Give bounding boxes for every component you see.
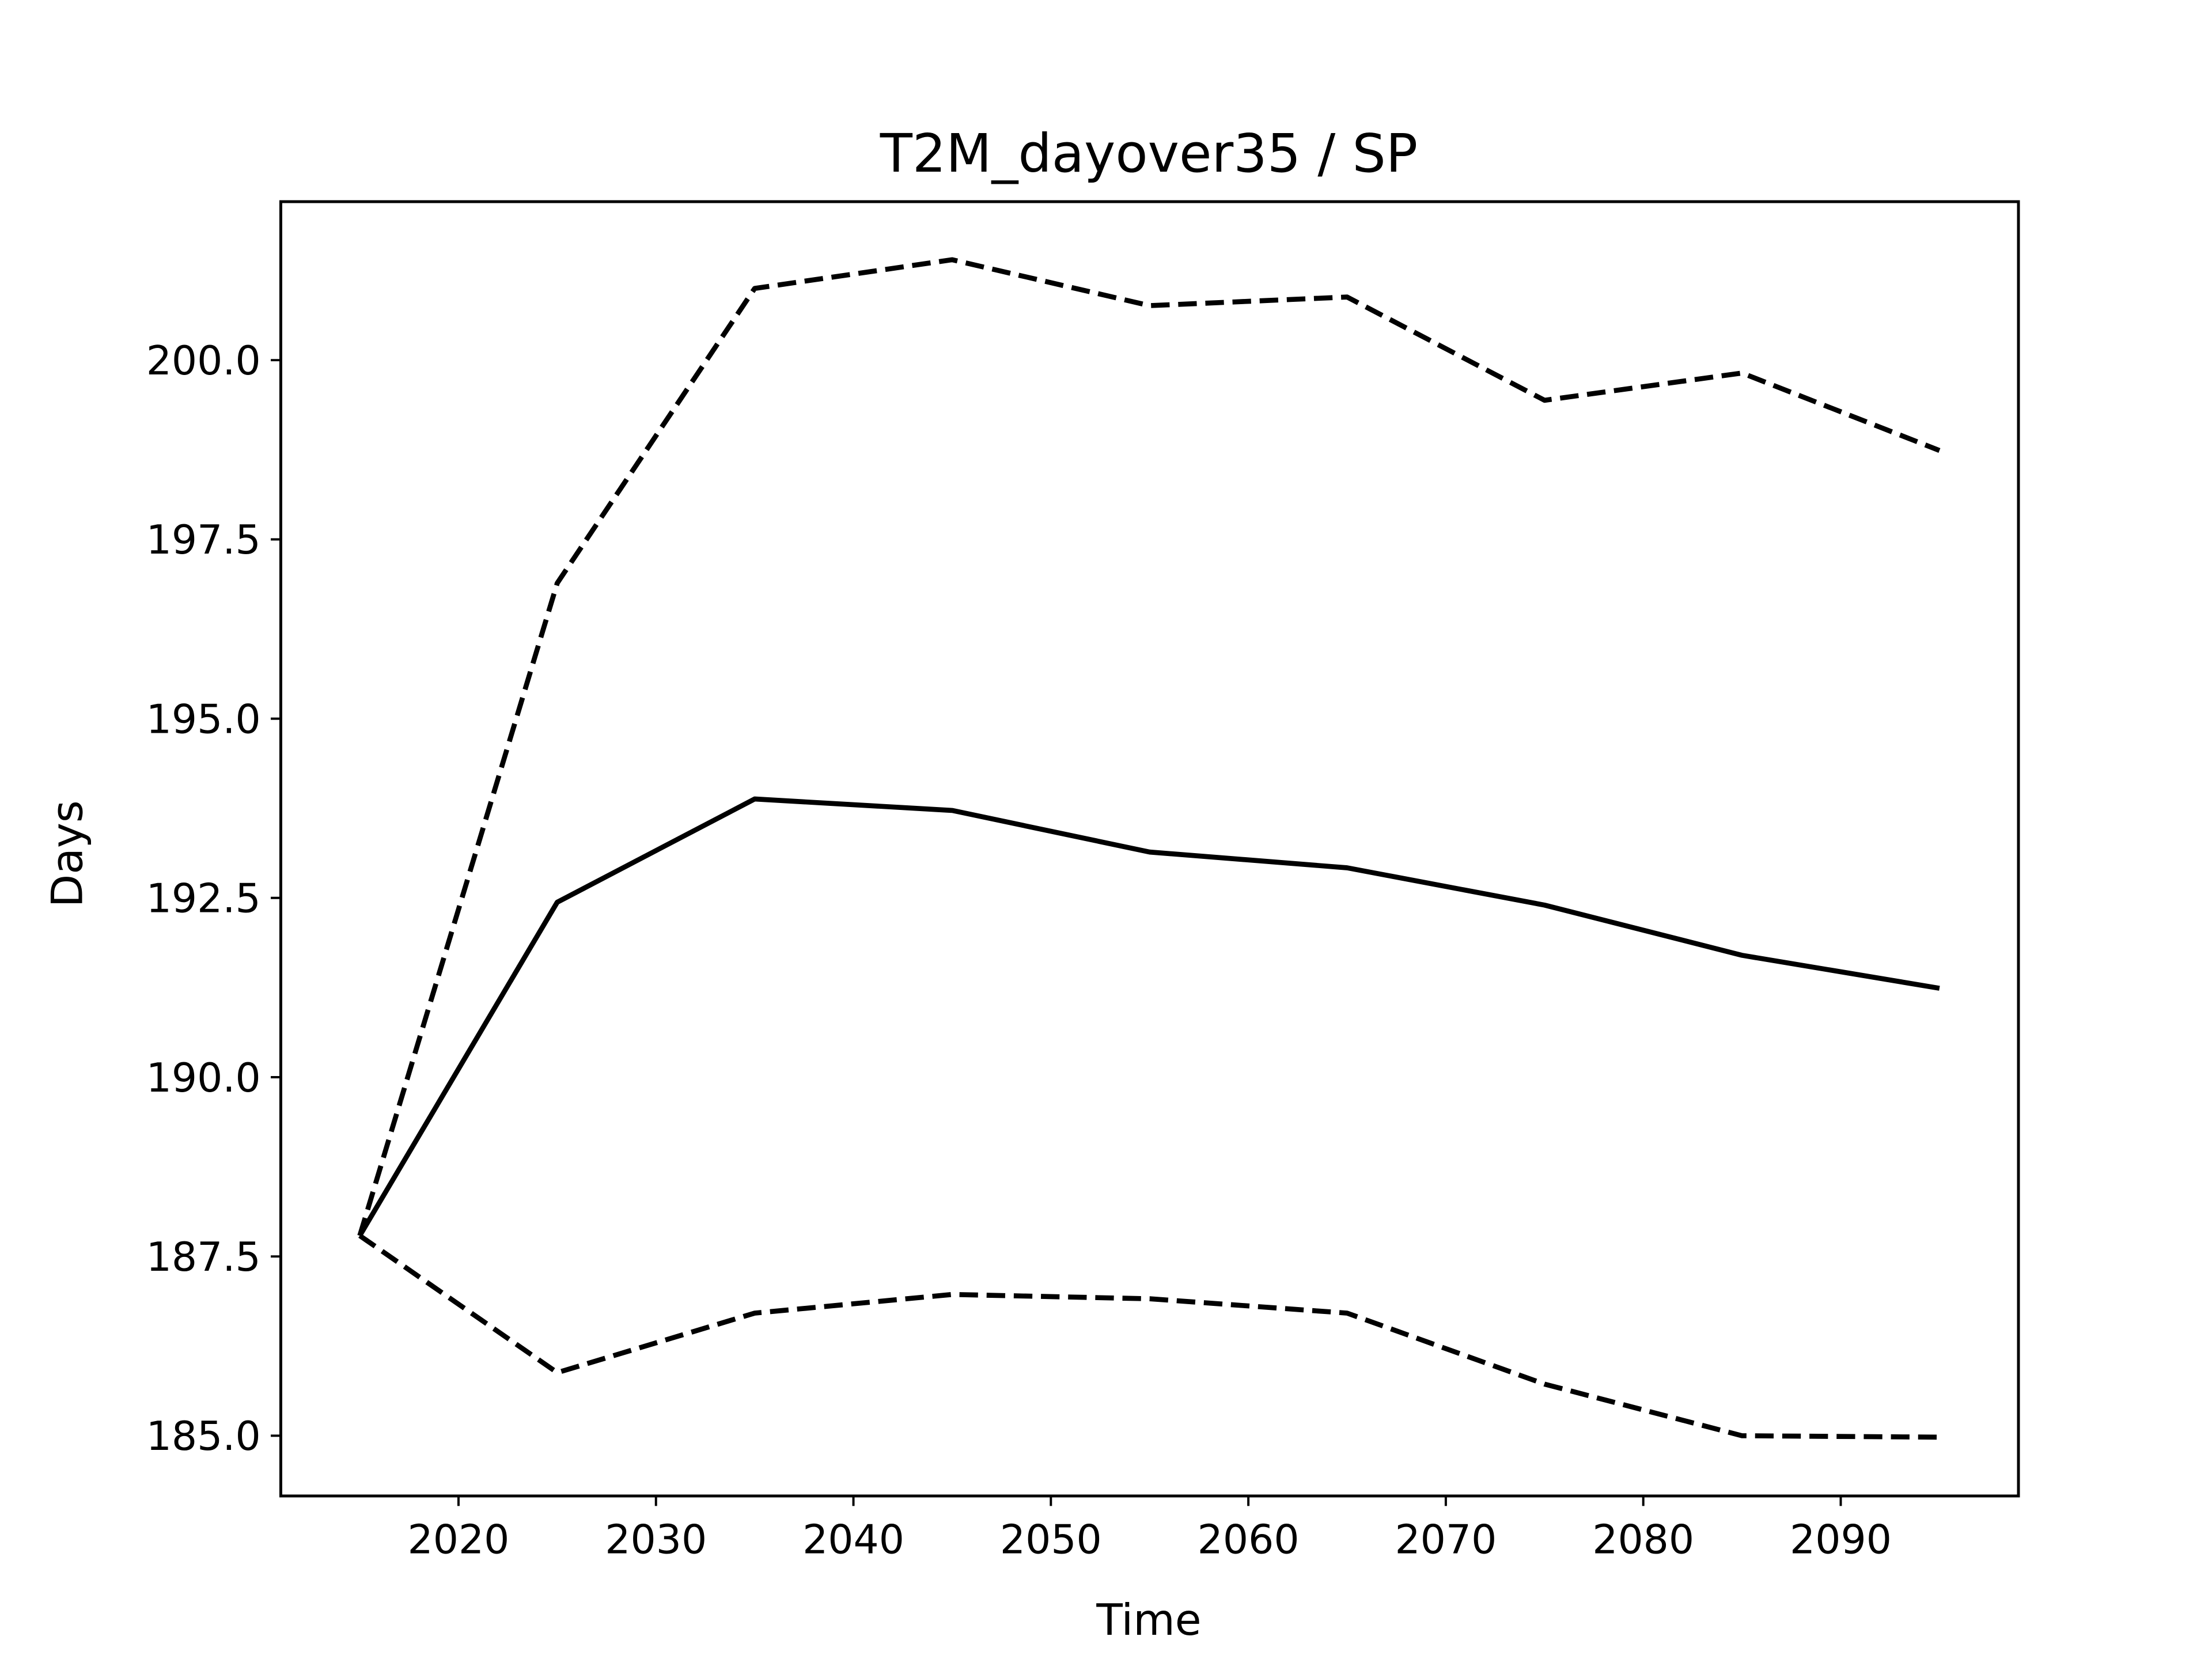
x-tick-label: 2070: [1395, 1516, 1497, 1563]
x-tick-label: 2040: [802, 1516, 904, 1563]
line-series: [357, 796, 1940, 1237]
x-tick-label: 2030: [605, 1516, 707, 1563]
x-tick-label: 2020: [408, 1516, 510, 1563]
x-axis-label: Time: [1096, 1595, 1201, 1645]
y-tick-label: 195.0: [146, 696, 261, 743]
plot-frame: [279, 200, 2020, 1498]
x-tick-label: 2050: [1000, 1516, 1102, 1563]
y-tick-label: 185.0: [146, 1413, 261, 1460]
y-tick-label: 192.5: [146, 876, 261, 922]
chart-title: T2M_dayover35 / SP: [880, 123, 1418, 184]
y-tick-label: 187.5: [146, 1234, 261, 1281]
x-tick-label: 2060: [1198, 1516, 1300, 1563]
y-tick-label: 197.5: [146, 517, 261, 563]
x-tick-label: 2090: [1790, 1516, 1892, 1563]
y-axis-label: Days: [42, 800, 92, 907]
y-tick-label: 200.0: [146, 338, 261, 384]
y-tick-label: 190.0: [146, 1055, 261, 1101]
x-tick-label: 2080: [1592, 1516, 1694, 1563]
line-series: [357, 257, 1941, 1237]
line-series: [358, 1233, 1940, 1440]
